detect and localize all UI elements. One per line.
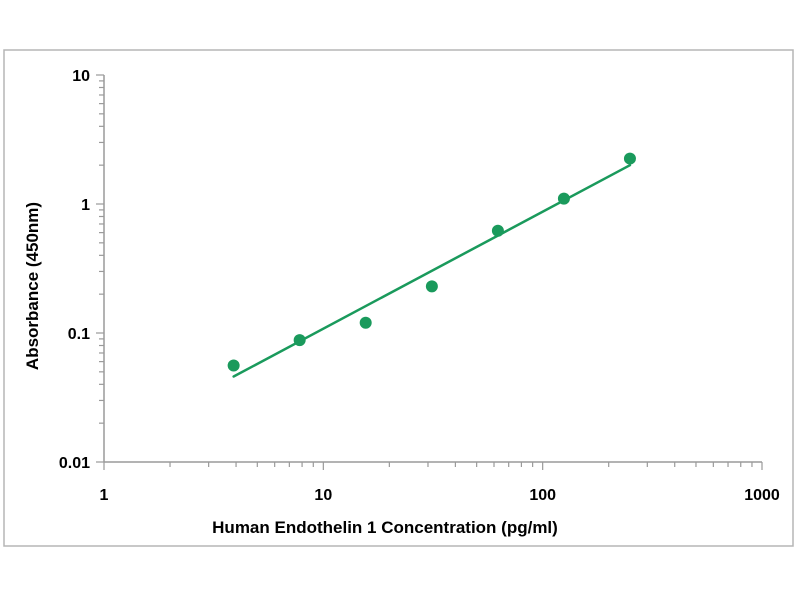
data-point [491, 224, 504, 237]
x-tick-label: 1 [100, 487, 109, 504]
x-tick-label: 100 [529, 487, 556, 504]
x-tick-label: 1000 [744, 487, 780, 504]
plot-area [103, 75, 762, 463]
y-tick-label: 1 [81, 197, 90, 214]
data-point [557, 192, 570, 205]
series-layer [227, 152, 636, 378]
data-point [359, 316, 372, 329]
data-point [227, 359, 240, 372]
x-axis: 1 10 100 1000 [100, 462, 780, 504]
data-point [293, 334, 306, 347]
chart-border [3, 49, 794, 547]
x-axis-title: Human Endothelin 1 Concentration (pg/ml) [212, 518, 558, 537]
data-point [623, 152, 636, 165]
x-tick-label: 10 [314, 487, 332, 504]
data-point [425, 280, 438, 293]
y-axis-title: Absorbance (450nm) [23, 202, 42, 370]
y-tick-label: 10 [72, 68, 90, 85]
y-tick-label: 0.01 [59, 455, 90, 472]
y-axis: 0.01 0.1 1 10 [59, 68, 104, 472]
y-tick-label: 0.1 [68, 326, 90, 343]
